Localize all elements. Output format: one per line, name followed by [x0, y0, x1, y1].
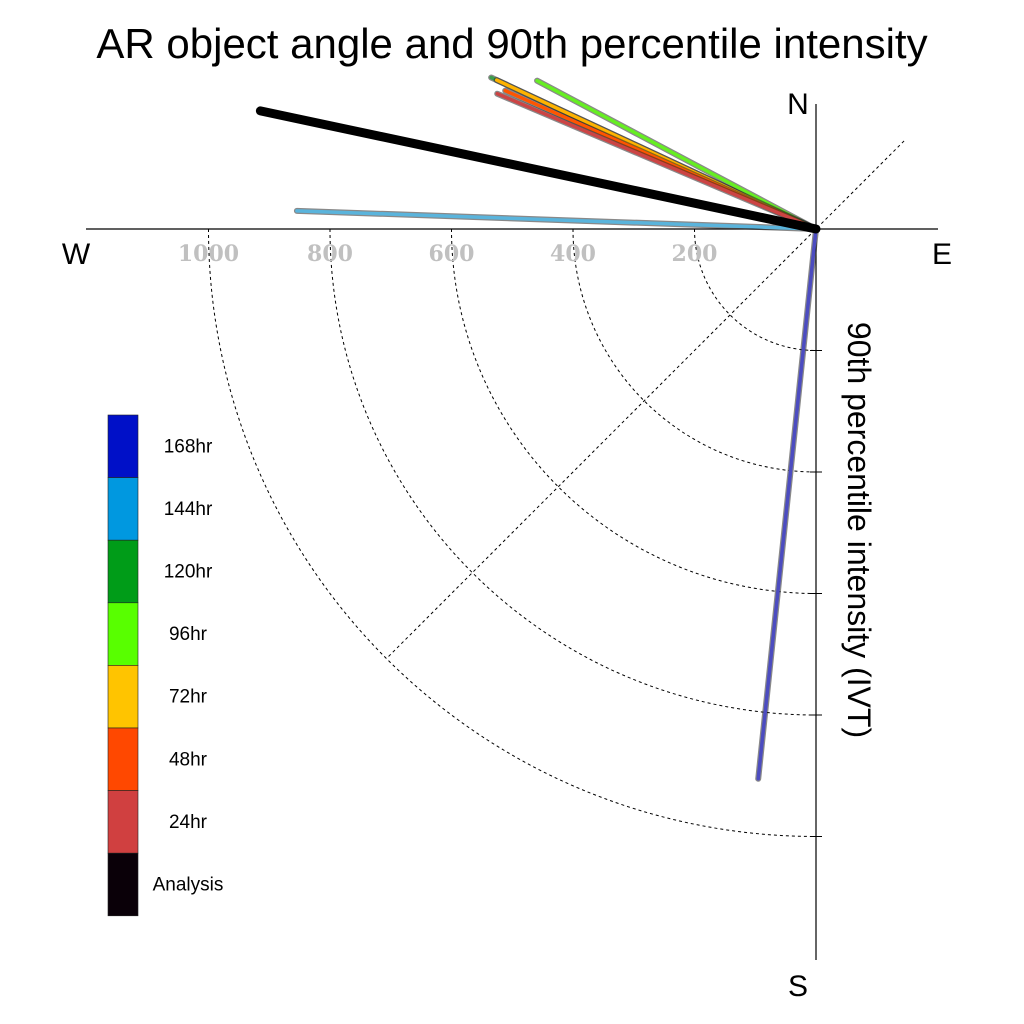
series-lines	[255, 74, 821, 782]
legend-label: 120hr	[164, 562, 213, 583]
series-line-168hr	[756, 227, 818, 781]
compass-axes	[86, 104, 938, 960]
legend-swatch-168hr	[107, 414, 139, 478]
compass-east-label: E	[932, 238, 952, 271]
legend-label: 24hr	[169, 812, 208, 833]
origin-point	[812, 225, 820, 233]
series-line-analysis	[256, 107, 820, 233]
compass-west-label: W	[62, 238, 91, 271]
legend-label: 48hr	[169, 749, 208, 770]
legend-label: 72hr	[169, 687, 208, 708]
y-axis-label: 90th percentile intensity (IVT)	[841, 322, 877, 738]
legend-swatch-analysis	[107, 852, 139, 917]
radial-tick-label: 400	[550, 241, 596, 267]
grid-arc	[451, 228, 817, 594]
radial-tick-label: 200	[672, 241, 718, 267]
radial-tick-labels: 200 400 600 800 1000	[178, 241, 718, 267]
legend-swatch-96hr	[107, 602, 139, 666]
radial-tick-label: 800	[307, 241, 353, 267]
legend-label: 144hr	[164, 499, 213, 520]
radial-tick-label: 1000	[178, 241, 239, 267]
legend-label: Analysis	[153, 875, 224, 896]
series-line-24hr	[495, 91, 818, 231]
radial-tick-label: 600	[429, 241, 475, 267]
grid-arc	[329, 228, 817, 716]
grid-arc	[572, 228, 817, 473]
chart-title: AR object angle and 90th percentile inte…	[96, 20, 927, 67]
legend: 168hr 144hr 120hr 96hr 72hr 48hr 24hr Analysis	[107, 414, 224, 917]
legend-swatch-120hr	[107, 539, 139, 604]
legend-swatch-144hr	[107, 477, 139, 541]
legend-label: 96hr	[169, 624, 208, 645]
compass-north-label: N	[787, 88, 809, 121]
legend-swatch-48hr	[107, 727, 139, 791]
grid-arc	[694, 228, 817, 351]
series-line-144hr	[295, 209, 818, 231]
legend-label: 168hr	[164, 436, 213, 457]
legend-swatch-24hr	[107, 790, 139, 854]
compass-south-label: S	[788, 970, 808, 1003]
legend-swatch-72hr	[107, 665, 139, 729]
grid-arc	[208, 228, 817, 837]
